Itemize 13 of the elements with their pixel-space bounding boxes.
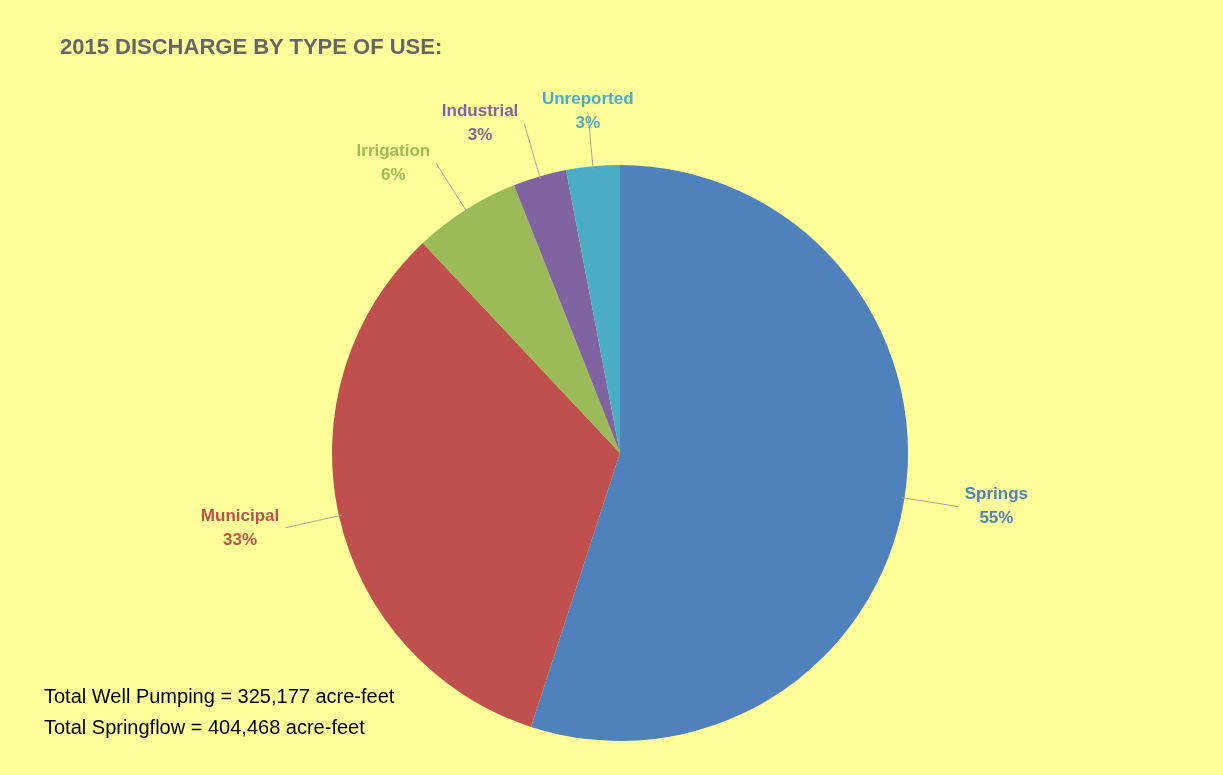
text: Total Well Pumping = 325,177 acre-feet (44, 684, 395, 707)
slice-label: Unreported (541, 89, 634, 109)
chart-title: 2015 DISCHARGE BY TYPE OF USE: (60, 34, 443, 60)
data-label: 6% (381, 165, 406, 185)
data-label: 3% (575, 113, 601, 133)
slice-label: Municipal (200, 505, 280, 525)
text: Total Springflow = 404,468 acre-feet (44, 715, 366, 738)
slice-label: Industrial (441, 101, 519, 121)
slice-label: Springs (964, 484, 1029, 504)
slice-label: Irrigation (356, 141, 431, 161)
data-label: 3% (467, 125, 493, 145)
data-label: 33% (223, 529, 258, 549)
data-label: 55% (979, 508, 1014, 528)
